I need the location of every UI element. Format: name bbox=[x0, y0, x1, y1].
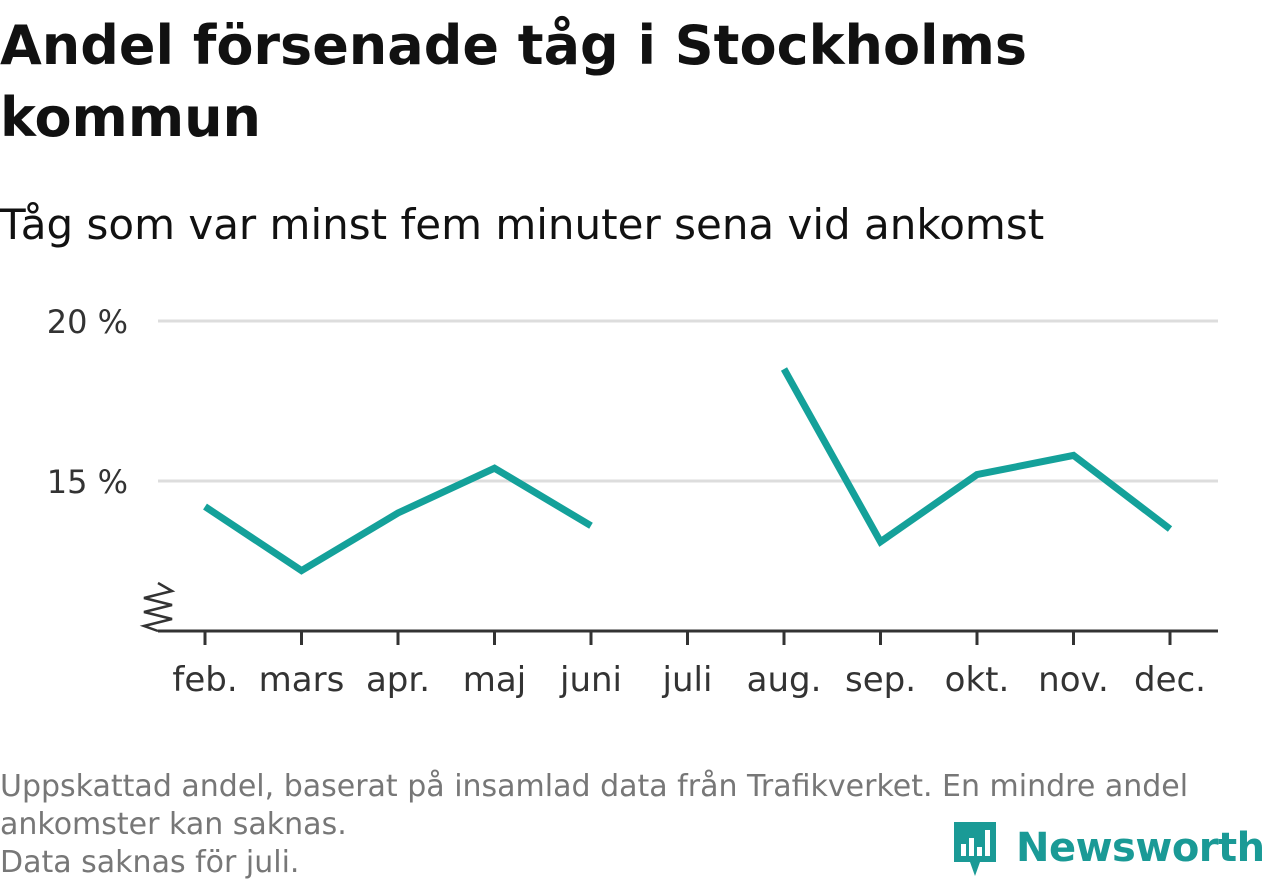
series-line bbox=[780, 367, 1173, 547]
x-axis: feb. mars apr. maj juni juli aug. sep. okt. nov. d… bbox=[139, 581, 1218, 700]
x-tick-label: sep. bbox=[845, 660, 916, 700]
series-line bbox=[203, 464, 593, 575]
footnote-line: ankomster kan saknas. bbox=[0, 807, 347, 842]
y-tick-label: 20 % bbox=[47, 303, 128, 341]
y-tick-label: 15 % bbox=[47, 463, 128, 501]
brand-logo: Newsworthy bbox=[950, 818, 1262, 878]
chart-title: Andel försenade tåg i Stockholms kommun bbox=[0, 14, 1027, 149]
x-tick-label: maj bbox=[463, 660, 526, 700]
x-tick-label: okt. bbox=[945, 660, 1010, 700]
x-tick-label: mars bbox=[259, 660, 345, 700]
footnote-line: Data saknas för juli. bbox=[0, 845, 300, 880]
footnote: Uppskattad andel, baserat på insamlad da… bbox=[0, 768, 1250, 882]
x-tick-label: apr. bbox=[366, 660, 430, 700]
brand-name: Newsworthy bbox=[1016, 825, 1262, 871]
chart-subtitle: Tåg som var minst fem minuter sena vid a… bbox=[0, 200, 1045, 249]
series-lines bbox=[203, 367, 1173, 575]
footnote-line: Uppskattad andel, baserat på insamlad da… bbox=[0, 769, 1189, 804]
x-tick-label: feb. bbox=[172, 660, 237, 700]
newsworthy-logo-icon bbox=[954, 822, 996, 876]
x-tick-label: juni bbox=[559, 660, 622, 700]
x-tick-label: juli bbox=[662, 660, 713, 700]
x-tick-label: nov. bbox=[1038, 660, 1109, 700]
gridlines: 15 % 20 % bbox=[47, 303, 1218, 501]
axis-break-icon bbox=[139, 581, 176, 633]
x-tick-label: dec. bbox=[1134, 660, 1206, 700]
line-chart: 15 % 20 % feb. mars apr. maj juni juli aug. sep.… bbox=[47, 303, 1218, 700]
x-tick-label: aug. bbox=[747, 660, 822, 700]
